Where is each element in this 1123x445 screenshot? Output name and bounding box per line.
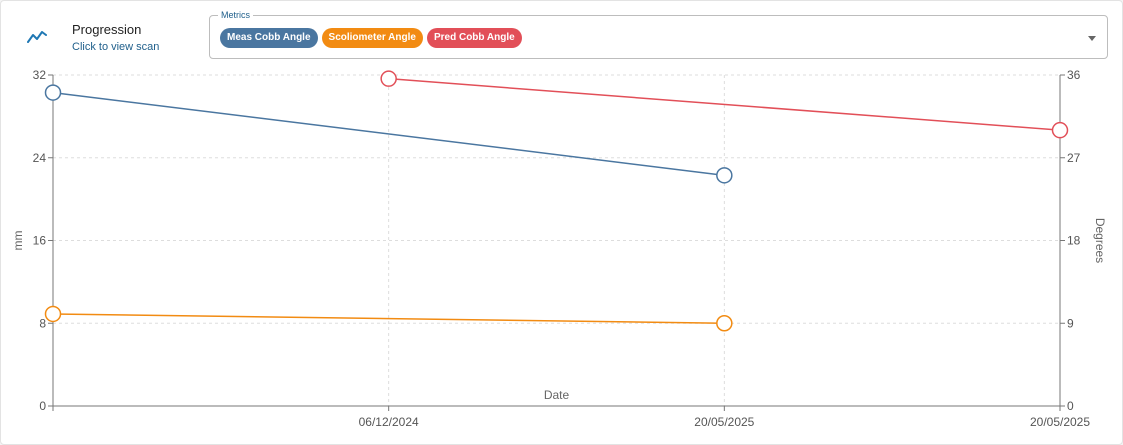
y-left-tick-label: 0 <box>39 399 46 413</box>
data-point-scoliometer-angle <box>44 305 62 323</box>
y-left-axis-title: mm <box>11 231 25 251</box>
card-title: Progression <box>72 22 142 37</box>
metrics-label: Metrics <box>218 10 253 21</box>
metrics-chip-list: Meas Cobb Angle Scoliometer Angle Pred C… <box>220 28 522 48</box>
y-left-tick-label: 16 <box>33 234 47 248</box>
y-left-tick-label: 24 <box>33 151 47 165</box>
y-left-tick-label: 32 <box>33 68 47 82</box>
y-right-tick-label: 9 <box>1067 316 1074 330</box>
y-right-axis-title: Degrees <box>1093 218 1107 263</box>
data-point-pred-cobb-angle <box>380 70 397 87</box>
chip-scoliometer-angle[interactable]: Scoliometer Angle <box>321 28 423 48</box>
chip-meas-cobb-angle[interactable]: Meas Cobb Angle <box>220 28 318 48</box>
series-line-meas-cobb-angle <box>52 91 725 177</box>
chip-pred-cobb-angle[interactable]: Pred Cobb Angle <box>426 28 522 48</box>
view-scan-link[interactable]: Click to view scan <box>72 41 160 53</box>
x-tick-label: 06/12/2024 <box>359 415 419 429</box>
x-tick-label: 20/05/2025 <box>1030 415 1090 429</box>
data-point-meas-cobb-angle <box>44 84 62 101</box>
series-line-pred-cobb-angle <box>388 77 1061 131</box>
y-right-tick-label: 18 <box>1067 234 1081 248</box>
series-line-scoliometer-angle <box>52 313 725 324</box>
x-axis-title: Date <box>544 388 570 402</box>
y-left-tick-label: 8 <box>39 316 46 330</box>
dropdown-arrow-icon[interactable] <box>1088 36 1096 41</box>
y-right-tick-label: 36 <box>1067 68 1081 82</box>
metrics-select[interactable]: Metrics Meas Cobb Angle Scoliometer Angl… <box>209 10 1108 59</box>
trending-line-icon <box>27 31 47 43</box>
data-point-scoliometer-angle <box>716 315 733 332</box>
y-right-tick-label: 0 <box>1067 399 1074 413</box>
y-right-tick-label: 27 <box>1067 151 1081 165</box>
data-point-pred-cobb-angle <box>1051 121 1069 139</box>
x-tick-label: 20/05/2025 <box>694 415 754 429</box>
data-point-meas-cobb-angle <box>716 167 733 184</box>
